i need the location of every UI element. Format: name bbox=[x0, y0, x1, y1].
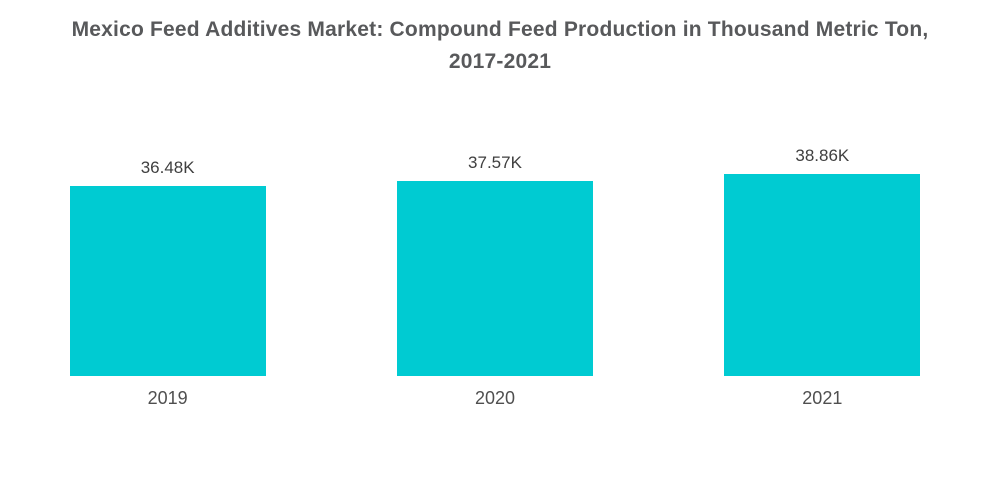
bar-2020[interactable] bbox=[396, 181, 593, 376]
bar-group-2020: 37.57K 2020 bbox=[331, 0, 658, 410]
bar-value-label-2021: 38.86K bbox=[795, 146, 850, 165]
bar-2021[interactable] bbox=[724, 174, 921, 376]
x-axis-label-2019: 2019 bbox=[147, 388, 188, 408]
bar-group-2021: 38.86K 2021 bbox=[659, 0, 986, 410]
x-axis-label-2020: 2020 bbox=[474, 388, 516, 408]
chart-title: Mexico Feed Additives Market: Compound F… bbox=[71, 18, 929, 73]
plot-area: 36.48K 2019 37.57K 2020 38.86K 2021 bbox=[4, 0, 986, 410]
bar-value-label-2020: 37.57K bbox=[468, 153, 522, 172]
bar-2019[interactable] bbox=[69, 186, 266, 376]
bar-group-2019: 36.48K 2019 bbox=[4, 0, 331, 410]
x-axis-label-2021: 2021 bbox=[802, 388, 843, 408]
bar-value-label-2019: 36.48K bbox=[140, 158, 195, 177]
